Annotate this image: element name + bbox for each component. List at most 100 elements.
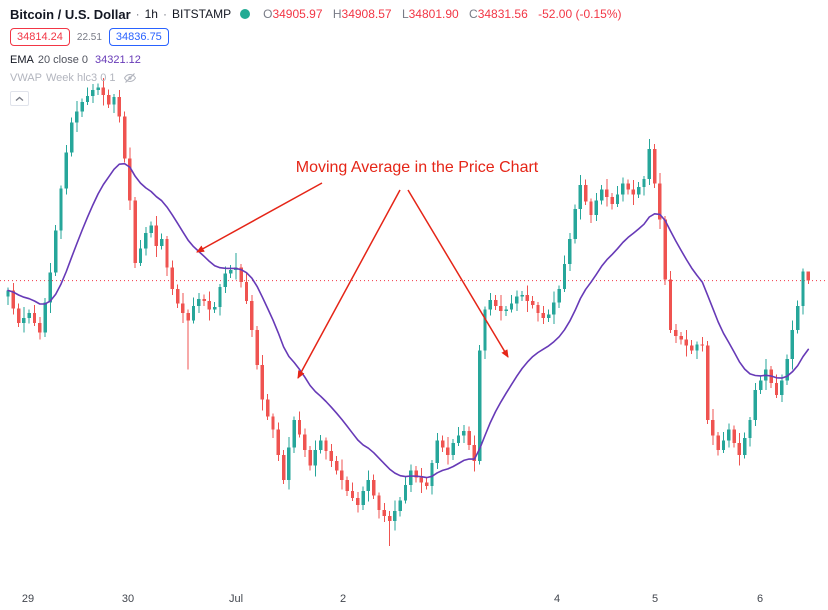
candle bbox=[748, 417, 752, 447]
annotation-label[interactable]: Moving Average in the Price Chart bbox=[295, 159, 539, 176]
indicator-name: EMA bbox=[10, 54, 34, 66]
ema-line[interactable] bbox=[7, 162, 810, 479]
candle bbox=[223, 266, 227, 293]
candle bbox=[541, 306, 545, 324]
candle bbox=[456, 427, 461, 446]
time-axis-label: 2 bbox=[339, 593, 347, 605]
candle bbox=[531, 295, 535, 309]
candle bbox=[122, 111, 127, 163]
candle bbox=[568, 232, 572, 272]
time-axis-label: Jul bbox=[228, 593, 244, 605]
candle bbox=[584, 179, 588, 206]
time-axis-label: 5 bbox=[651, 593, 659, 605]
candle bbox=[160, 233, 164, 250]
candle bbox=[334, 456, 339, 475]
candle bbox=[244, 273, 249, 305]
candle bbox=[218, 283, 222, 316]
candle bbox=[297, 411, 302, 438]
candle bbox=[340, 459, 344, 490]
symbol-title[interactable]: Bitcoin / U.S. Dollar bbox=[10, 6, 131, 22]
candle bbox=[472, 435, 477, 472]
candle bbox=[197, 292, 201, 314]
candle bbox=[398, 496, 402, 517]
time-axis[interactable]: 29 30 Jul 2 4 5 6 bbox=[0, 588, 828, 610]
candle bbox=[133, 196, 137, 269]
ohlc-close-value: 34831.56 bbox=[477, 7, 528, 21]
candle bbox=[266, 394, 270, 420]
ohlc-high-value: 34908.57 bbox=[341, 7, 392, 21]
candle bbox=[589, 198, 593, 224]
ohlc-low-label: L bbox=[401, 7, 409, 21]
candle bbox=[520, 291, 524, 302]
exchange[interactable]: BITSTAMP bbox=[171, 7, 232, 21]
chevron-up-icon bbox=[15, 96, 24, 101]
candle bbox=[668, 271, 673, 333]
legend-collapse-button[interactable] bbox=[10, 91, 29, 106]
annotation-arrow[interactable] bbox=[407, 189, 509, 358]
indicator-vwap-row[interactable]: VWAP Week hlc3 0 1 bbox=[10, 71, 621, 85]
indicator-name: VWAP bbox=[10, 72, 42, 84]
candle bbox=[48, 262, 53, 314]
candle bbox=[499, 295, 503, 321]
buy-price-button[interactable]: 34836.75 bbox=[108, 28, 169, 46]
candle bbox=[154, 216, 159, 257]
visibility-off-icon[interactable] bbox=[123, 72, 137, 84]
candle bbox=[54, 225, 58, 276]
candle bbox=[319, 435, 323, 454]
candle bbox=[181, 292, 185, 323]
candle bbox=[700, 337, 704, 352]
candle bbox=[64, 145, 68, 195]
candle bbox=[276, 422, 280, 461]
annotation-arrow[interactable] bbox=[297, 189, 401, 379]
interval[interactable]: 1h bbox=[144, 7, 158, 21]
candle bbox=[806, 271, 810, 285]
candle bbox=[329, 444, 333, 467]
chart-legend: Bitcoin / U.S. Dollar · 1h · BITSTAMP O3… bbox=[10, 5, 621, 106]
candle bbox=[292, 416, 296, 453]
candle bbox=[637, 181, 641, 198]
indicator-ema-row[interactable]: EMA 20 close 0 34321.12 bbox=[10, 53, 621, 67]
sell-price-button[interactable]: 34814.24 bbox=[10, 28, 70, 46]
candle bbox=[22, 307, 26, 333]
candle bbox=[11, 283, 15, 315]
time-axis-label: 30 bbox=[121, 593, 135, 605]
candle bbox=[610, 193, 614, 210]
candle bbox=[552, 291, 556, 324]
time-axis-label: 6 bbox=[756, 593, 764, 605]
candle bbox=[451, 439, 455, 461]
ohlc-high-label: H bbox=[332, 7, 342, 21]
candle bbox=[430, 460, 434, 495]
candle bbox=[170, 260, 174, 296]
annotation-arrow[interactable] bbox=[196, 182, 323, 253]
time-axis-label: 29 bbox=[21, 593, 35, 605]
candle bbox=[281, 450, 286, 485]
candle bbox=[509, 295, 514, 313]
candle bbox=[504, 306, 508, 317]
exchange-logo-icon bbox=[240, 9, 251, 19]
candle bbox=[594, 193, 598, 221]
candle bbox=[138, 240, 143, 266]
indicator-params: Week hlc3 0 1 bbox=[46, 72, 116, 84]
candle bbox=[75, 100, 79, 132]
candle bbox=[557, 285, 561, 308]
candle bbox=[144, 226, 148, 256]
candle bbox=[753, 382, 757, 426]
candles bbox=[6, 78, 810, 546]
candle bbox=[356, 492, 360, 513]
candle bbox=[112, 94, 116, 113]
candle bbox=[403, 476, 408, 504]
candle bbox=[414, 466, 418, 483]
candle bbox=[101, 78, 106, 106]
price-change: -52.00 (-0.15%) bbox=[538, 7, 622, 21]
candle bbox=[91, 84, 95, 104]
candle bbox=[780, 374, 784, 402]
ohlc-low-value: 34801.90 bbox=[408, 7, 459, 21]
candle bbox=[419, 468, 424, 494]
candle bbox=[234, 253, 238, 280]
candle bbox=[27, 309, 31, 324]
candle bbox=[313, 440, 318, 477]
candle bbox=[536, 301, 540, 322]
candle bbox=[393, 500, 397, 531]
candle bbox=[85, 87, 90, 105]
